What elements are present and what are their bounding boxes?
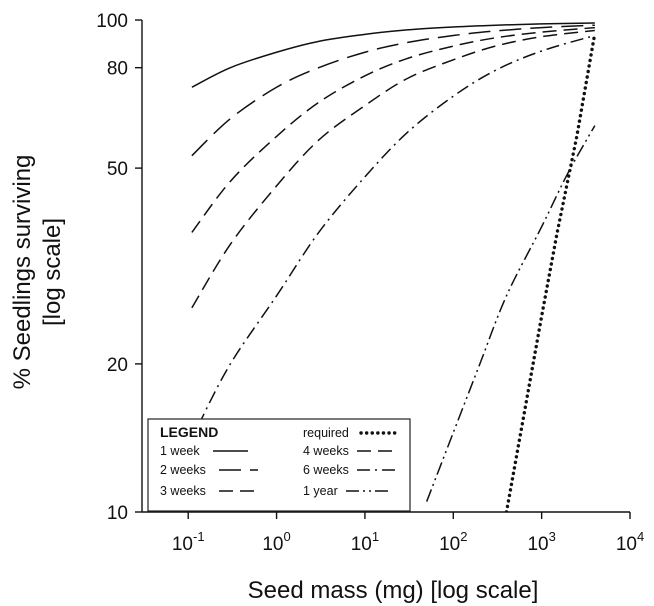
- y-tick-label: 100: [96, 11, 128, 32]
- y-tick-label: 20: [107, 355, 128, 376]
- legend-label-1-week: 1 week: [160, 444, 200, 458]
- series-layer: [191, 22, 597, 512]
- x-tick-label: 101: [351, 529, 379, 555]
- legend: LEGEND 1 week 2 weeks 3 weeks required 4 wee…: [147, 418, 411, 512]
- series-line-1-year: [425, 125, 596, 502]
- x-tick-label: 100: [262, 529, 290, 555]
- legend-title: LEGEND: [160, 424, 218, 440]
- series-line-3-weeks: [191, 26, 595, 233]
- y-tick-label: 50: [107, 159, 128, 180]
- series-line-6-weeks: [197, 34, 596, 426]
- plot-frame: [141, 20, 630, 513]
- legend-label-2-weeks: 2 weeks: [160, 463, 206, 477]
- series-line-1-week: [191, 22, 595, 88]
- x-tick-label: 104: [616, 529, 644, 555]
- y-axis-label-line-2: [log scale]: [39, 218, 66, 326]
- series-line-4-weeks: [191, 29, 595, 309]
- y-tick-label: 80: [107, 59, 128, 80]
- y-axis: 10 20 50 80 100: [96, 11, 142, 524]
- legend-label-4-weeks: 4 weeks: [303, 444, 349, 458]
- x-axis: 10-1 100 101 102 103 104: [172, 512, 644, 555]
- series-line-required: [504, 31, 597, 512]
- legend-label-6-weeks: 6 weeks: [303, 463, 349, 477]
- y-axis-label: % Seedlings surviving [log scale]: [9, 155, 66, 390]
- legend-label-required: required: [303, 426, 349, 440]
- x-tick-label: 10-1: [172, 529, 205, 555]
- y-tick-label: 10: [107, 503, 128, 524]
- x-axis-label: Seed mass (mg) [log scale]: [248, 577, 539, 604]
- legend-label-1-year: 1 year: [303, 484, 338, 498]
- x-tick-label: 103: [527, 529, 555, 555]
- x-tick-label: 102: [439, 529, 467, 555]
- y-axis-label-line-1: % Seedlings surviving: [9, 155, 36, 390]
- series-line-2-weeks: [191, 24, 595, 157]
- legend-label-3-weeks: 3 weeks: [160, 484, 206, 498]
